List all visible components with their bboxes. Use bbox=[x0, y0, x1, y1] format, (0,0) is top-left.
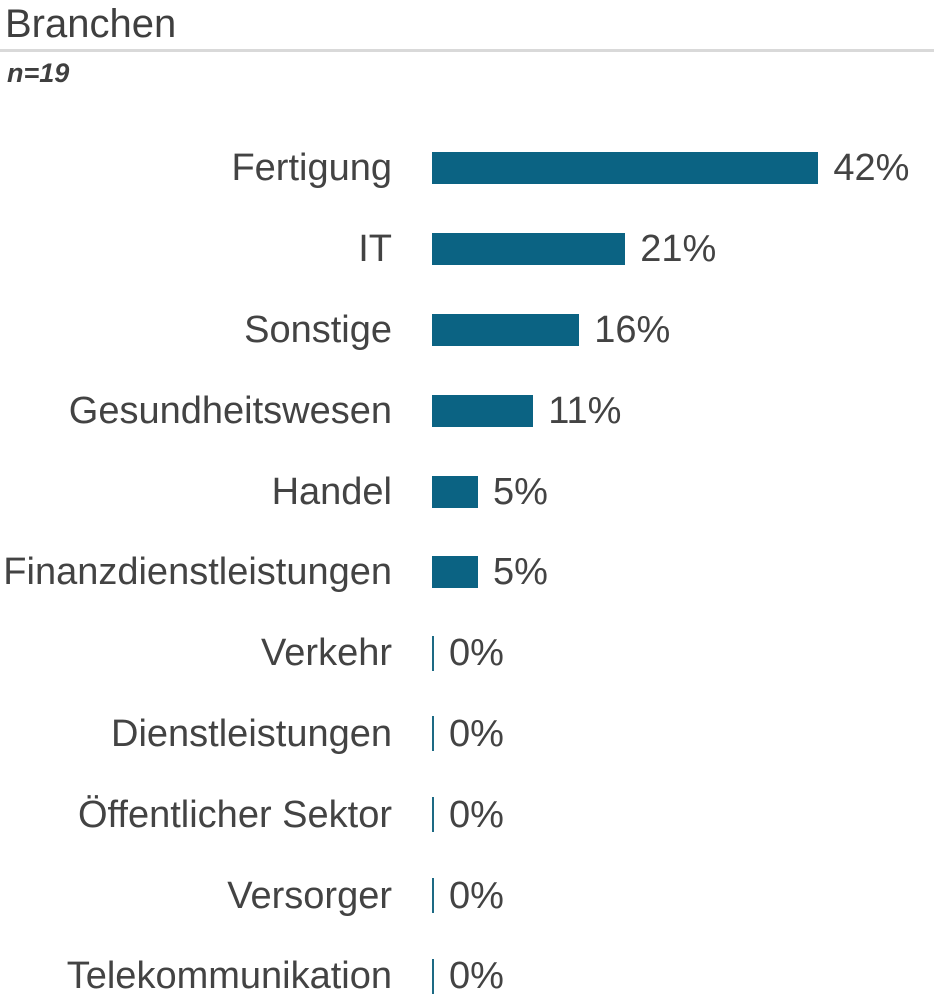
chart-row: Gesundheitswesen 11% bbox=[0, 370, 947, 451]
bar-track: 42% bbox=[392, 128, 909, 209]
chart-row: Versorger 0% bbox=[0, 855, 947, 936]
bar bbox=[432, 152, 819, 185]
bar-track: 0% bbox=[392, 936, 504, 1000]
bar-track: 0% bbox=[392, 613, 504, 694]
category-label: Dienstleistungen bbox=[111, 712, 392, 755]
category-label: Fertigung bbox=[231, 147, 392, 190]
value-label: 0% bbox=[449, 874, 504, 917]
zero-tick bbox=[432, 635, 434, 671]
value-label: 21% bbox=[640, 228, 717, 271]
value-label: 5% bbox=[493, 470, 548, 513]
category-label: Handel bbox=[271, 470, 392, 513]
zero-tick bbox=[432, 716, 434, 752]
horizontal-bar-chart: Fertigung 42% IT 21% Sonstige 16% Gesundheitsw… bbox=[0, 128, 947, 1000]
category-label: Gesundheitswesen bbox=[68, 389, 392, 432]
category-label: Telekommunikation bbox=[66, 955, 392, 998]
bar bbox=[432, 233, 626, 266]
value-label: 16% bbox=[594, 308, 671, 351]
page-title: Branchen bbox=[5, 2, 177, 46]
category-label: Finanzdienstleistungen bbox=[3, 551, 392, 594]
category-label: Öffentlicher Sektor bbox=[77, 793, 392, 836]
bar-track: 5% bbox=[392, 451, 548, 532]
value-label: 0% bbox=[449, 793, 504, 836]
chart-row: Fertigung 42% bbox=[0, 128, 947, 209]
chart-row: Telekommunikation 0% bbox=[0, 936, 947, 1000]
value-label: 0% bbox=[449, 712, 504, 755]
bar-track: 21% bbox=[392, 209, 716, 290]
value-label: 5% bbox=[493, 551, 548, 594]
chart-row: Dienstleistungen 0% bbox=[0, 694, 947, 775]
value-label: 42% bbox=[833, 147, 910, 190]
bar-track: 0% bbox=[392, 774, 504, 855]
chart-row: Verkehr 0% bbox=[0, 613, 947, 694]
bar-track: 5% bbox=[392, 532, 548, 613]
category-label: Verkehr bbox=[261, 632, 392, 675]
chart-row: Finanzdienstleistungen 5% bbox=[0, 532, 947, 613]
zero-tick bbox=[432, 797, 434, 833]
chart-row: Sonstige 16% bbox=[0, 290, 947, 371]
chart-row: Öffentlicher Sektor 0% bbox=[0, 774, 947, 855]
bar-track: 0% bbox=[392, 694, 504, 775]
bar-track: 11% bbox=[392, 370, 621, 451]
bar-track: 0% bbox=[392, 855, 504, 936]
bar bbox=[432, 556, 478, 589]
zero-tick bbox=[432, 958, 434, 994]
bar-track: 16% bbox=[392, 290, 670, 371]
value-label: 11% bbox=[548, 389, 622, 432]
bar bbox=[432, 313, 580, 346]
value-label: 0% bbox=[449, 955, 504, 998]
chart-row: IT 21% bbox=[0, 209, 947, 290]
zero-tick bbox=[432, 878, 434, 914]
sample-size-label: n=19 bbox=[7, 58, 70, 88]
chart-row: Handel 5% bbox=[0, 451, 947, 532]
bar bbox=[432, 475, 478, 508]
category-label: Sonstige bbox=[244, 308, 392, 351]
category-label: IT bbox=[358, 228, 392, 271]
bar bbox=[432, 394, 534, 427]
value-label: 0% bbox=[449, 632, 504, 675]
title-divider bbox=[0, 49, 934, 52]
category-label: Versorger bbox=[227, 874, 392, 917]
